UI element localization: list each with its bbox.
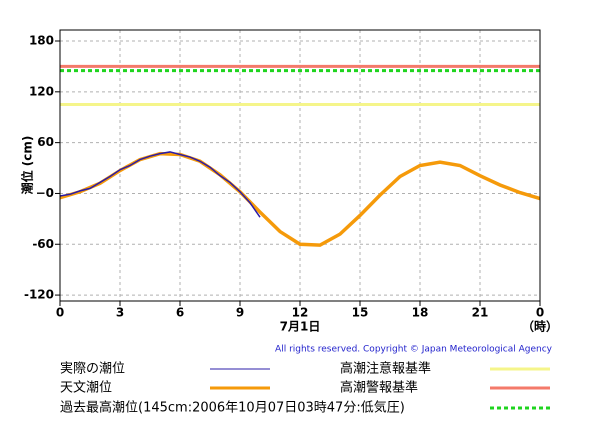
y-tick-label: -60 — [32, 237, 54, 251]
x-tick-label: 21 — [472, 306, 489, 320]
legend-label: 過去最高潮位(145cm:2006年10月07日03時47分:低気圧) — [60, 400, 405, 416]
x-tick-label: 3 — [116, 306, 124, 320]
legend-label: 天文潮位 — [60, 381, 112, 396]
x-tick-label: 18 — [412, 306, 429, 320]
y-tick-label: -120 — [24, 288, 54, 302]
tide-line — [59, 151, 261, 218]
legend-label: 高潮注意報基準 — [340, 361, 431, 377]
legend-label: 実際の潮位 — [60, 361, 125, 377]
x-axis-unit: （時） — [522, 319, 558, 334]
y-tick-label: 120 — [29, 84, 54, 98]
y-tick-label: 180 — [29, 34, 54, 48]
x-tick-label: 0 — [536, 306, 544, 320]
legend-label: 高潮警報基準 — [340, 380, 418, 396]
y-tick-label: 60 — [37, 135, 54, 149]
y-axis-label: 潮位 (cm) — [20, 136, 35, 195]
x-tick-label: 9 — [236, 306, 244, 320]
x-axis-label: 7月1日 — [280, 320, 321, 334]
y-tick-label: −0 — [36, 186, 54, 200]
x-tick-label: 0 — [56, 306, 64, 320]
plot-frame — [59, 29, 541, 302]
x-tick-label: 12 — [292, 306, 309, 320]
x-tick-label: 6 — [176, 306, 184, 320]
copyright: All rights reserved. Copyright © Japan M… — [275, 345, 553, 355]
x-tick-label: 15 — [352, 306, 369, 320]
